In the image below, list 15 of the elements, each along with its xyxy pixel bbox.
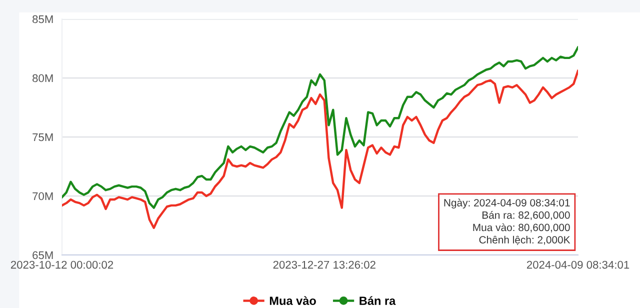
x-tick-label: 2023-10-12 00:00:02 xyxy=(10,260,114,269)
y-tick-label: 75M xyxy=(32,133,53,142)
x-tick-label: 2024-04-09 08:34:01 xyxy=(526,260,630,269)
annotation: Chênh lệch: 2,000K xyxy=(479,236,570,245)
annotation: Ngày: 2024-04-09 08:34:01 xyxy=(444,198,570,209)
legend-label: Mua vào xyxy=(270,296,316,305)
annotation: Bán ra: 82,600,000 xyxy=(482,211,570,220)
y-tick-label: 65M xyxy=(32,251,53,260)
line-series xyxy=(62,46,578,209)
x-tick-label: 2023-12-27 13:26:02 xyxy=(273,260,376,269)
y-tick-label: 70M xyxy=(32,192,53,200)
y-tick-label: 85M xyxy=(32,15,53,24)
y-tick-label: 80M xyxy=(32,74,53,82)
legend-label: Bán ra xyxy=(360,296,396,305)
annotation: Mua vào: 80,600,000 xyxy=(473,223,570,232)
